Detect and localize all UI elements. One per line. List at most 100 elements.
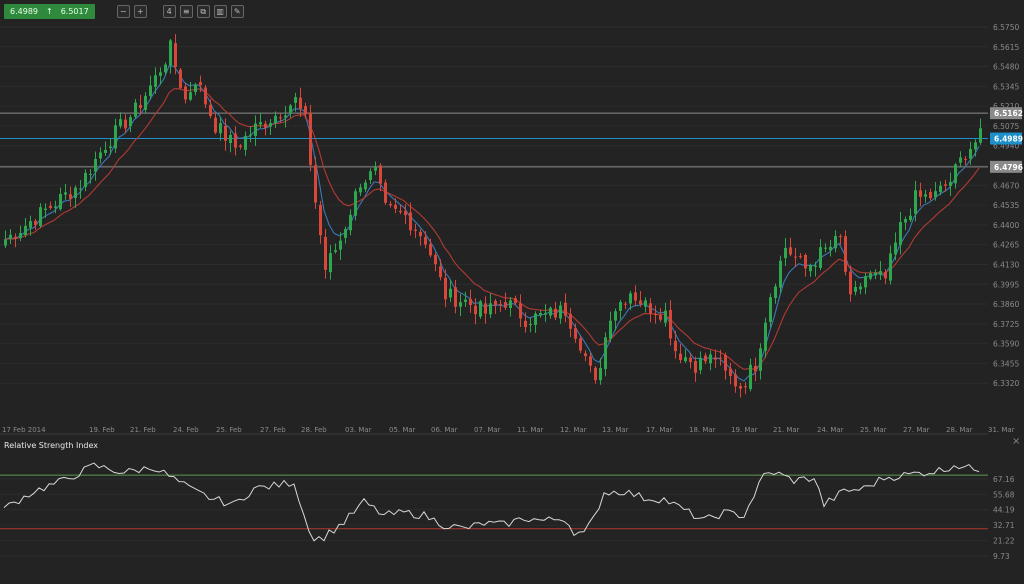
candle-body — [549, 307, 552, 316]
candle — [124, 114, 127, 134]
candle-body — [164, 64, 167, 73]
y-tick-label: 6.5615 — [993, 43, 1019, 52]
candle-body — [374, 167, 377, 171]
candle-body — [604, 337, 607, 370]
candle-body — [399, 210, 402, 213]
candle — [269, 119, 272, 136]
zoom-in-icon[interactable]: + — [133, 5, 147, 18]
candle-body — [264, 123, 267, 128]
candle-body — [169, 40, 172, 66]
candle-body — [744, 386, 747, 388]
candle-body — [764, 322, 767, 351]
candle — [349, 209, 352, 236]
candle-body — [379, 165, 382, 184]
candle-body — [554, 308, 557, 318]
candle — [244, 131, 247, 156]
candle — [4, 230, 7, 248]
candle — [979, 118, 982, 145]
lower-level-tag-bg — [990, 160, 1022, 173]
chart-type-icon[interactable]: ▥ — [213, 5, 227, 18]
candle-body — [959, 157, 962, 163]
candle — [279, 113, 282, 123]
indicators-icon[interactable]: ≡ — [179, 5, 193, 18]
candle — [519, 294, 522, 328]
y-tick-label: 6.5750 — [993, 23, 1019, 32]
candle-body — [219, 123, 222, 134]
x-tick-label: 17 Feb 2014 — [2, 426, 46, 434]
candle-body — [174, 43, 177, 68]
y-tick-label: 6.4265 — [993, 241, 1019, 250]
candle-body — [564, 302, 567, 316]
candle — [764, 317, 767, 358]
candle-body — [234, 133, 237, 148]
candle-body — [544, 312, 547, 315]
copy-icon[interactable]: ⧉ — [196, 5, 210, 18]
x-tick-label: 07. Mar — [474, 426, 501, 434]
draw-icon[interactable]: ✎ — [230, 5, 244, 18]
candle — [119, 112, 122, 129]
candle-body — [499, 303, 502, 305]
candle-body — [354, 191, 357, 216]
rsi-title: Relative Strength Index — [4, 441, 98, 450]
candle-body — [879, 271, 882, 275]
candle-body — [909, 215, 912, 221]
candle-body — [34, 220, 37, 225]
x-tick-label: 05. Mar — [389, 426, 416, 434]
candle — [254, 115, 257, 146]
period-button[interactable]: 4 — [162, 5, 176, 18]
candle-body — [139, 104, 142, 108]
x-tick-label: 21. Feb — [130, 426, 156, 434]
candle — [314, 156, 317, 209]
rsi-line — [3, 462, 980, 542]
candle — [59, 187, 62, 211]
quote-box[interactable]: 6.4989 ↑ 6.5017 — [4, 4, 95, 19]
x-tick-label: 25. Feb — [216, 426, 242, 434]
candle-body — [439, 266, 442, 278]
upper-level-tag: 6.5162 — [994, 109, 1023, 118]
candle — [309, 104, 312, 172]
candle — [249, 126, 252, 143]
candle — [769, 293, 772, 328]
current-price-tag-bg — [990, 132, 1022, 145]
candle — [19, 225, 22, 242]
x-tick-label: 21. Mar — [773, 426, 800, 434]
candle-body — [159, 72, 162, 76]
candle-body — [924, 194, 927, 197]
candle-body — [109, 146, 112, 149]
candle — [539, 310, 542, 318]
candle-body — [189, 92, 192, 100]
candle — [129, 114, 132, 133]
upper-level-tag-bg — [990, 107, 1022, 120]
candle — [489, 293, 492, 319]
candle-body — [619, 302, 622, 311]
candle-body — [364, 182, 367, 190]
candle-body — [944, 184, 947, 186]
candle — [774, 283, 777, 304]
candle-body — [459, 302, 462, 307]
candle — [194, 82, 197, 96]
candle-body — [344, 229, 347, 238]
candle — [654, 305, 657, 324]
candle — [714, 349, 717, 368]
candle-body — [334, 250, 337, 252]
candle — [794, 247, 797, 268]
candle-body — [849, 271, 852, 295]
price-tags: 6.5162 6.4989 6.4796 — [990, 107, 1023, 173]
candle-body — [579, 338, 582, 351]
candle — [64, 183, 67, 200]
x-tick-label: 03. Mar — [345, 426, 372, 434]
candle-body — [4, 239, 7, 246]
x-tick-label: 12. Mar — [560, 426, 587, 434]
candle — [359, 183, 362, 196]
close-icon[interactable]: × — [1012, 436, 1021, 447]
candle — [74, 185, 77, 208]
candle — [274, 111, 277, 129]
candle-body — [149, 85, 152, 96]
candle — [974, 139, 977, 157]
candle-body — [349, 214, 352, 231]
zoom-out-icon[interactable]: − — [116, 5, 130, 18]
candle — [829, 239, 832, 257]
candle-body — [414, 229, 417, 231]
candle-body — [859, 286, 862, 290]
candle — [874, 269, 877, 280]
